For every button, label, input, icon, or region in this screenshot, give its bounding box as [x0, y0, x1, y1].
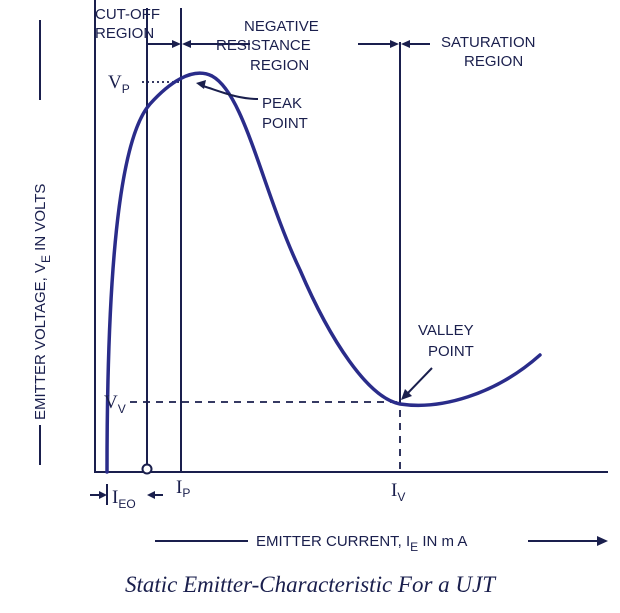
ip-label: IP [176, 477, 190, 500]
peak-point-label-1: PEAK [262, 95, 302, 112]
y-axis-title: EMITTER VOLTAGE, VE IN VOLTS [32, 184, 53, 420]
vp-label: VP [108, 72, 130, 96]
saturation-region-label-2: REGION [464, 53, 523, 70]
x-axis-title: EMITTER CURRENT, IE IN m A [256, 533, 467, 554]
saturation-region-label-1: SATURATION [441, 34, 535, 51]
valley-pointer [405, 367, 433, 396]
cutoff-arrowhead [172, 40, 181, 48]
ieo-marker [141, 463, 153, 475]
cutoff-region-label-1: CUT-OFF [95, 6, 160, 23]
ieo-right-arrowhead [147, 491, 155, 499]
emitter-characteristic-curve [105, 71, 542, 474]
figure-caption: Static Emitter-Characteristic For a UJT [125, 572, 497, 597]
peak-pointer [202, 85, 259, 100]
vv-label: VV [104, 392, 126, 416]
valley-pointer-head [401, 389, 412, 400]
x-axis-title-arrowhead [597, 536, 608, 546]
negative-region-label-2: RESISTANCE [216, 37, 311, 54]
ieo-left-arrowhead [99, 491, 107, 499]
saturation-arrowhead [401, 40, 410, 48]
peak-pointer-head [196, 80, 206, 89]
valley-point-label-1: VALLEY [418, 322, 474, 339]
cutoff-region-label-2: REGION [95, 25, 154, 42]
ieo-label: IEO [112, 487, 136, 511]
iv-label: IV [391, 480, 405, 504]
valley-point-label-2: POINT [428, 343, 474, 360]
negative-arrowhead-left [182, 40, 191, 48]
negative-arrowhead-right [390, 40, 399, 48]
peak-point-label-2: POINT [262, 115, 308, 132]
negative-region-label-3: REGION [250, 57, 309, 74]
negative-region-label-1: NEGATIVE [244, 18, 319, 35]
